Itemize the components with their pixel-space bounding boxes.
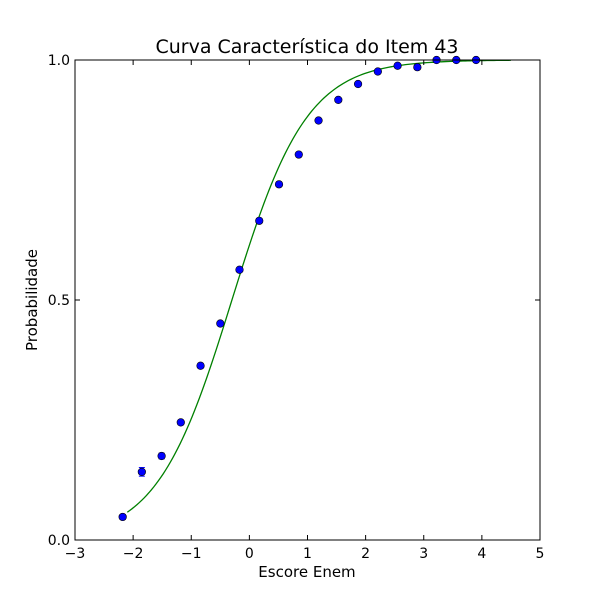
- data-point: [196, 361, 205, 370]
- fitted-curve: [126, 59, 511, 513]
- y-axis-label: Probabilidade: [23, 249, 41, 351]
- y-tick-label: 1.0: [48, 53, 70, 69]
- x-tick-label: 5: [536, 546, 545, 562]
- data-point: [118, 512, 127, 522]
- data-point: [255, 216, 264, 225]
- x-axis-label: Escore Enem: [258, 563, 355, 581]
- plot-area: [118, 55, 511, 522]
- data-point: [294, 150, 303, 159]
- axis-ticks: −3 −2 −1 0 1 2 3 4 5 0.0 0.5 1.0: [48, 53, 545, 562]
- data-point: [216, 319, 225, 328]
- data-point: [137, 467, 146, 476]
- y-tick-label: 0.0: [48, 533, 70, 549]
- data-point: [176, 418, 185, 427]
- x-tick-label: 1: [303, 546, 312, 562]
- data-point: [413, 63, 422, 72]
- x-tick-label: 0: [245, 546, 254, 562]
- y-tick-label: 0.5: [48, 293, 70, 309]
- chart-title: Curva Característica do Item 43: [155, 36, 458, 58]
- data-point: [334, 95, 343, 104]
- data-point: [353, 79, 363, 89]
- x-tick-label: −2: [123, 546, 144, 562]
- x-tick-label: 2: [361, 546, 370, 562]
- x-tick-label: 4: [477, 546, 486, 562]
- data-point: [393, 61, 402, 70]
- data-point: [373, 67, 382, 76]
- data-point: [314, 116, 323, 125]
- x-tick-label: 3: [419, 546, 428, 562]
- data-point: [235, 265, 244, 274]
- data-point: [157, 451, 166, 461]
- data-point: [274, 180, 284, 189]
- x-tick-label: −3: [65, 546, 86, 562]
- x-tick-label: −1: [181, 546, 202, 562]
